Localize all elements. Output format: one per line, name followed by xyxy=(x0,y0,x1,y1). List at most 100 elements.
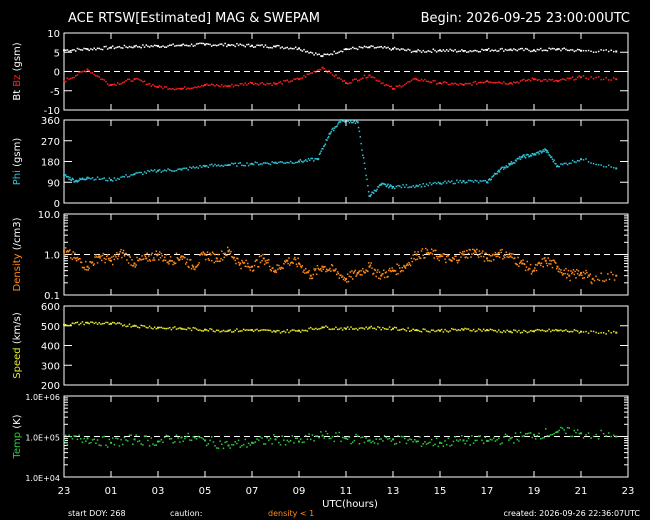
speed-sample xyxy=(341,329,344,331)
mag-sample xyxy=(534,50,537,53)
speed-sample xyxy=(607,330,610,332)
mag-sample xyxy=(226,45,228,48)
mag-sample xyxy=(373,77,376,79)
mag-sample xyxy=(80,49,82,51)
mag-sample xyxy=(162,45,164,47)
temp-sample xyxy=(98,444,100,446)
temp-sample xyxy=(182,440,184,443)
density-sample xyxy=(379,278,382,280)
phi-sample xyxy=(575,161,577,164)
temp-point xyxy=(157,440,159,443)
speed-sample xyxy=(585,330,587,333)
x-tick-label: 17 xyxy=(481,486,494,497)
speed-sample xyxy=(370,325,372,328)
phi-sample xyxy=(590,162,592,164)
phi-sample xyxy=(492,174,495,177)
mag-sample xyxy=(365,77,367,79)
mag-sample xyxy=(409,80,411,83)
speed-sample xyxy=(140,324,142,327)
density-sample xyxy=(420,250,423,252)
phi-sample xyxy=(210,163,213,166)
density-sample xyxy=(360,269,362,272)
density-sample xyxy=(547,257,550,259)
phi-sample xyxy=(491,176,493,178)
mag-point xyxy=(345,48,347,51)
phi-sample xyxy=(375,190,377,192)
phi-sample xyxy=(496,172,498,175)
temp-sample xyxy=(534,438,537,440)
mag-sample xyxy=(194,44,196,47)
temp-point xyxy=(509,437,512,440)
density-sample xyxy=(238,264,241,266)
speed-sample xyxy=(526,331,529,334)
density-sample xyxy=(590,281,592,284)
density-sample xyxy=(351,270,353,272)
mag-sample xyxy=(424,51,426,53)
mag-sample xyxy=(294,78,297,81)
density-sample xyxy=(111,263,114,266)
density-sample xyxy=(548,263,550,265)
footer-start-doy: start DOY: 268 xyxy=(68,509,126,518)
speed-sample xyxy=(170,328,173,331)
density-point xyxy=(439,255,441,258)
density-sample xyxy=(600,272,602,275)
density-sample xyxy=(375,275,377,278)
mag-sample xyxy=(291,47,294,50)
mag-sample xyxy=(492,49,495,52)
phi-point xyxy=(356,121,359,124)
density-sample xyxy=(305,272,308,274)
speed-point xyxy=(133,324,136,327)
mag-sample xyxy=(445,49,448,51)
density-sample xyxy=(308,270,310,272)
phi-sample xyxy=(554,162,556,165)
speed-sample xyxy=(163,327,166,330)
mag-sample xyxy=(323,53,325,56)
density-sample xyxy=(342,278,345,281)
mag-sample xyxy=(152,45,154,48)
density-sample xyxy=(320,268,322,270)
mag-sample xyxy=(299,77,302,80)
density-point xyxy=(110,259,112,262)
temp-sample xyxy=(539,438,542,440)
x-axis: 23 01 03 05 07 09 11 13 15 17 19 21 23 xyxy=(58,486,635,497)
speed-sample xyxy=(571,330,574,333)
speed-sample xyxy=(266,329,268,331)
speed-sample xyxy=(130,326,132,328)
mag-sample xyxy=(612,77,615,79)
mag-sample xyxy=(306,73,309,75)
phi-sample xyxy=(101,177,104,180)
density-sample xyxy=(219,260,221,262)
temp-sample xyxy=(529,432,532,434)
speed-sample xyxy=(330,328,332,331)
mag-sample xyxy=(336,52,339,54)
speed-sample xyxy=(407,327,409,329)
mag-sample xyxy=(444,81,446,83)
speed-sample xyxy=(558,329,560,332)
speed-sample xyxy=(582,331,585,333)
speed-sample xyxy=(492,329,495,332)
phi-sample xyxy=(66,176,69,178)
phi-sample xyxy=(404,186,406,188)
phi-sample xyxy=(544,148,546,150)
temp-sample xyxy=(456,439,458,441)
mag-sample xyxy=(205,83,208,85)
mag-sample xyxy=(425,51,428,53)
mag-sample xyxy=(563,78,565,81)
phi-sample xyxy=(209,164,211,166)
mag-sample xyxy=(565,48,567,51)
temp-sample xyxy=(523,435,525,437)
mag-sample xyxy=(212,44,215,46)
speed-sample xyxy=(135,325,137,327)
speed-sample xyxy=(489,328,492,331)
mag-sample xyxy=(570,49,572,51)
speed-sample xyxy=(132,325,134,327)
speed-sample xyxy=(247,329,250,331)
speed-sample xyxy=(375,328,377,331)
phi-sample xyxy=(303,160,306,162)
speed-sample xyxy=(516,331,518,333)
mag-sample xyxy=(511,49,513,52)
mag-sample xyxy=(276,82,278,85)
phi-sample xyxy=(132,174,134,176)
density-point xyxy=(450,259,453,262)
density-sample xyxy=(292,262,294,264)
